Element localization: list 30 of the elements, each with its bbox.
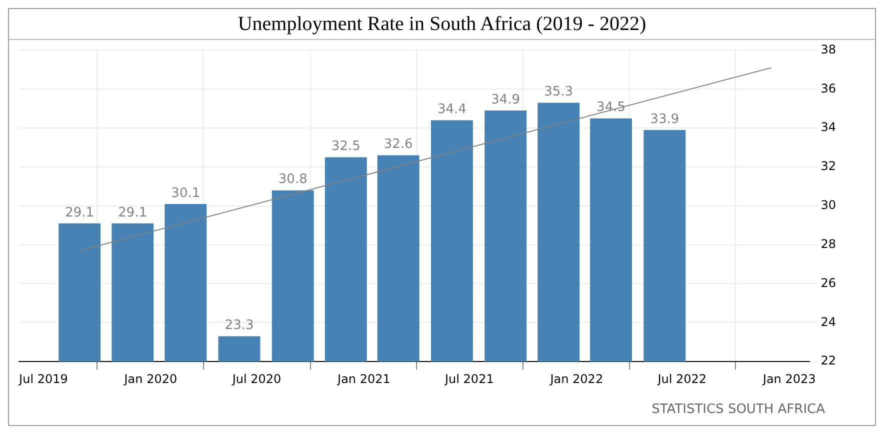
y-tick-label: 30 [820,198,836,212]
x-tick-label: Jul 2021 [444,372,494,386]
x-tick-label: Jan 2022 [549,372,604,386]
data-label: 32.5 [331,139,360,154]
y-tick-label: 34 [820,120,836,134]
data-label: 32.6 [384,137,413,152]
x-tick-label: Jul 2022 [656,372,707,386]
y-tick-label: 32 [820,159,836,174]
data-label: 34.9 [491,92,520,108]
data-label: 34.4 [437,102,466,118]
x-tick-label: Jan 2023 [762,372,816,386]
data-label: 29.1 [65,205,94,220]
text: STATISTICS SOUTH AFRICA [652,402,825,417]
y-tick-label: 26 [820,276,836,290]
x-tick-label: Jul 2019 [18,372,68,386]
y-tick-label: 22 [820,354,836,368]
data-label: 23.3 [224,318,254,334]
data-label: 35.3 [544,84,574,100]
data-label: 29.1 [118,205,148,220]
data-label: 30.8 [278,172,308,188]
y-tick-label: 36 [820,81,836,96]
x-tick-label: Jul 2020 [231,372,282,386]
y-tick-label: 38 [820,42,836,56]
y-tick-label: 24 [820,314,836,329]
x-tick-label: Jan 2020 [123,372,178,386]
data-label: 33.9 [650,112,680,127]
chart-title: Unemployment Rate in South Africa (2019 - 2022) [9,9,875,40]
y-tick-label: 28 [820,236,836,251]
data-label: 30.1 [171,186,200,201]
x-tick-label: Jan 2021 [336,372,390,386]
